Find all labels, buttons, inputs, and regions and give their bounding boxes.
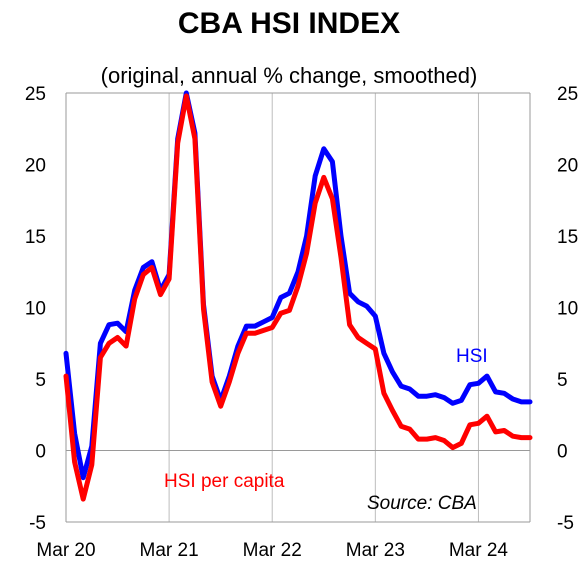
chart-title: CBA HSI INDEX [178,7,400,40]
x-tick-mar-24: Mar 24 [449,540,509,561]
series-line-hsi [63,90,533,481]
vertical-gridlines [65,93,479,522]
y-tick-labels-left: 25 20 15 10 5 0 -5 [25,84,46,534]
series-line-hsi-per-capita [63,93,533,502]
source-note: Source: CBA [367,493,477,514]
axes [65,92,531,523]
x-tick-mar-22: Mar 22 [243,540,302,561]
y-tick-labels-right: 25 20 15 10 5 0 -5 [557,84,578,534]
y-tick-left-20: 20 [25,156,46,177]
y-tick-right-10: 10 [557,299,578,320]
y-tick-right--5: -5 [557,513,574,534]
x-tick-mar-21: Mar 21 [140,540,199,561]
x-tick-labels: Mar 20 Mar 21 Mar 22 Mar 23 Mar 24 [36,540,508,561]
y-tick-left-0: 0 [35,442,46,463]
y-tick-right-25: 25 [557,84,578,105]
chart-subtitle: (original, annual % change, smoothed) [101,63,478,88]
y-tick-left--5: -5 [29,513,46,534]
x-tick-mar-20: Mar 20 [36,540,95,561]
y-tick-right-20: 20 [557,156,578,177]
series-label-hsi-per-capita: HSI per capita [164,471,285,492]
y-tick-left-10: 10 [25,299,46,320]
series-label-hsi: HSI [456,346,488,367]
y-tick-left-15: 15 [25,227,46,248]
y-tick-right-5: 5 [557,370,568,391]
y-tick-right-15: 15 [557,227,578,248]
y-tick-left-5: 5 [35,370,46,391]
y-tick-right-0: 0 [557,442,568,463]
series-lines [63,90,533,502]
y-tick-left-25: 25 [25,84,46,105]
x-tick-mar-23: Mar 23 [346,540,405,561]
